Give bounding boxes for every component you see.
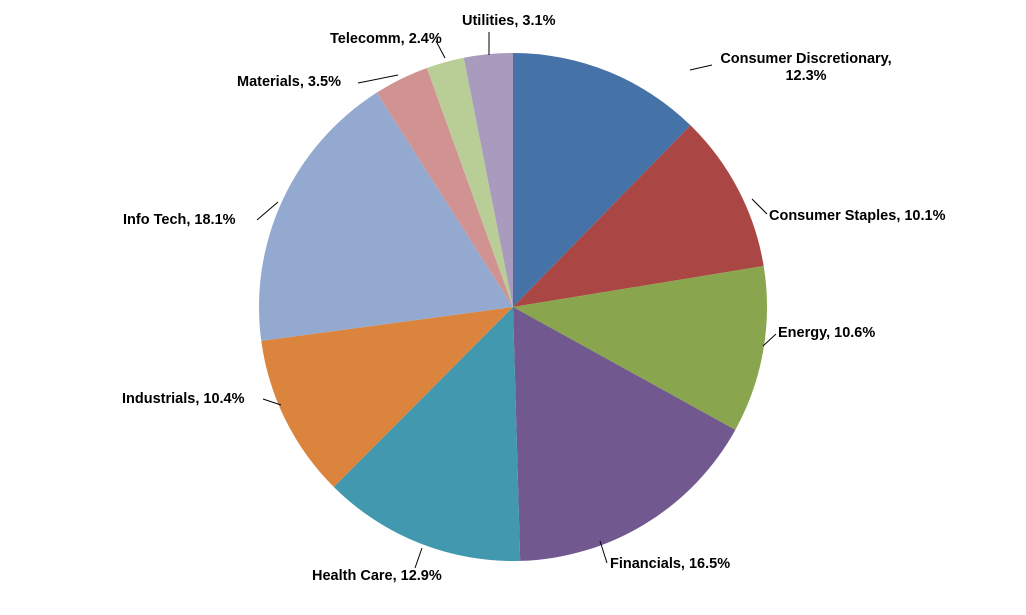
data-labels: Consumer Discretionary,12.3% Consumer Sta…	[122, 13, 946, 584]
pie-slice-consumer-discretionary	[513, 53, 691, 307]
leader-line-info-tech	[256, 201, 279, 221]
data-label-info-tech: Info Tech, 18.1%	[123, 212, 236, 228]
data-label-financials: Financials, 16.5%	[610, 556, 730, 572]
pie-slice-energy	[513, 266, 768, 430]
pie-slice-utilities	[463, 53, 513, 307]
leader-line-materials	[357, 74, 399, 84]
data-label-materials: Materials, 3.5%	[237, 74, 341, 90]
leader-lines	[256, 32, 777, 569]
pie-slice-telecomm	[426, 57, 513, 308]
pie-slice-info-tech	[259, 92, 513, 341]
leader-line-consumer-staples	[751, 198, 768, 215]
pie-slice-financials	[513, 307, 736, 561]
data-label-energy: Energy, 10.6%	[778, 325, 875, 341]
data-label-utilities: Utilities, 3.1%	[462, 13, 556, 29]
pie-slice-materials	[376, 68, 513, 307]
leader-line-consumer-discretionary	[689, 64, 713, 71]
leader-line-industrials	[262, 398, 282, 406]
pie-slices	[259, 53, 768, 562]
leader-line-health-care	[414, 547, 423, 569]
leader-line-energy	[762, 333, 777, 347]
pie-slice-health-care	[333, 307, 521, 562]
data-label-consumer-staples: Consumer Staples, 10.1%	[769, 208, 946, 224]
data-label-consumer-discretionary-line-1: Consumer Discretionary,	[720, 51, 891, 67]
data-label-consumer-discretionary-line-2: 12.3%	[785, 68, 826, 84]
data-label-health-care: Health Care, 12.9%	[312, 568, 442, 584]
pie-slice-consumer-staples	[513, 125, 764, 307]
data-label-industrials: Industrials, 10.4%	[122, 391, 245, 407]
leader-line-telecomm	[435, 40, 446, 59]
pie-slice-industrials	[261, 307, 513, 488]
data-label-telecomm: Telecomm, 2.4%	[330, 31, 442, 47]
leader-line-financials	[599, 540, 608, 564]
